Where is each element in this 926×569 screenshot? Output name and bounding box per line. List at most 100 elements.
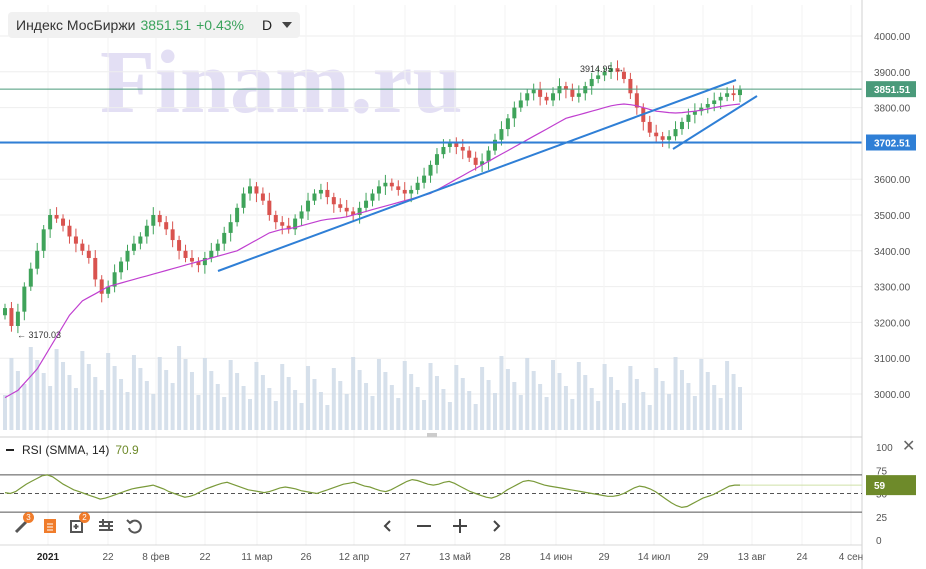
- volume-bar: [248, 399, 252, 430]
- candle-body: [647, 121, 652, 133]
- notes-button[interactable]: [36, 514, 64, 538]
- candle-body: [376, 186, 381, 194]
- candle-body: [344, 207, 349, 212]
- volume-bar: [538, 384, 543, 430]
- volume-bar: [138, 368, 143, 430]
- volume-bar: [654, 368, 659, 430]
- candle-body: [48, 215, 53, 230]
- candle-body: [3, 308, 7, 316]
- trendline-lower: [672, 95, 758, 150]
- interval-selector[interactable]: D: [262, 17, 273, 33]
- high-annotation: 3914.95 →: [580, 64, 624, 74]
- x-tick-label: 14 июл: [638, 552, 671, 563]
- volume-bar: [35, 360, 40, 430]
- scroll-left-button[interactable]: [374, 514, 402, 538]
- candle-body: [667, 136, 672, 140]
- volume-bar: [525, 358, 530, 430]
- chart-navigation: [374, 514, 510, 538]
- candle-body: [228, 222, 233, 233]
- volume-bar: [280, 364, 285, 430]
- volume-bar: [563, 386, 568, 430]
- x-tick-label: 22: [102, 552, 114, 563]
- candle-body: [273, 215, 278, 223]
- chevron-down-icon[interactable]: [282, 22, 293, 28]
- brush-icon: [14, 520, 28, 534]
- minus-icon[interactable]: [6, 449, 14, 451]
- candle-body: [370, 193, 375, 201]
- candle-body: [299, 211, 304, 219]
- volume-bar: [383, 372, 388, 430]
- volume-bar: [235, 373, 240, 430]
- volume-bar: [286, 377, 291, 430]
- y-tick-label: 3600.00: [874, 175, 911, 186]
- candle-body: [80, 243, 85, 251]
- volume-bar: [712, 385, 717, 430]
- volume-bar: [93, 377, 98, 430]
- volume-bar: [318, 392, 323, 430]
- volume-bar: [67, 375, 72, 430]
- candle-body: [621, 71, 626, 79]
- candle-body: [383, 182, 388, 187]
- volume-bar: [480, 367, 485, 430]
- volume-bar: [41, 373, 46, 430]
- volume-bar: [106, 353, 111, 430]
- candle-body: [389, 182, 394, 187]
- candle-body: [447, 143, 452, 147]
- volume-bar: [189, 372, 194, 430]
- volume-bar: [512, 382, 517, 430]
- add-indicator-button[interactable]: 2: [64, 512, 92, 538]
- rsi-label-box: [866, 475, 916, 496]
- volume-bar: [441, 389, 446, 430]
- settings-button[interactable]: [92, 514, 120, 538]
- volume-bar: [370, 396, 375, 430]
- plus-icon: [453, 519, 467, 533]
- volume-bar: [99, 390, 104, 430]
- candle-body: [157, 215, 162, 223]
- candle-body: [125, 250, 130, 262]
- trendline-upper: [217, 79, 737, 272]
- close-icon[interactable]: ✕: [902, 438, 916, 455]
- rsi-current-label: 59: [874, 481, 886, 492]
- symbol-header[interactable]: Индекс МосБиржи 3851.51 +0.43% D: [8, 12, 301, 38]
- volume-bar: [170, 383, 175, 430]
- brush-tool-button[interactable]: 3: [8, 512, 36, 538]
- chevron-right-icon: [493, 520, 501, 532]
- candle-body: [338, 204, 343, 208]
- volume-bar: [28, 347, 33, 430]
- volume-bar: [531, 371, 536, 430]
- candle-body: [660, 136, 665, 140]
- volume-bar: [576, 362, 581, 430]
- zoom-out-button[interactable]: [410, 514, 438, 538]
- rsi-header: RSI (SMMA, 14) 70.9: [6, 443, 139, 457]
- reset-button[interactable]: [120, 514, 148, 538]
- candle-body: [557, 86, 562, 94]
- zoom-in-button[interactable]: [446, 514, 474, 538]
- volume-bar: [73, 388, 78, 430]
- candle-body: [673, 129, 678, 137]
- volume-bar: [673, 357, 678, 430]
- volume-bar: [125, 392, 130, 430]
- x-tick-label: 12 апр: [339, 552, 370, 563]
- undo-icon: [126, 519, 142, 534]
- price-label: 3851.51: [874, 85, 911, 96]
- volume-bar: [615, 390, 620, 430]
- volume-bar: [738, 387, 742, 430]
- y-tick-label: 3100.00: [874, 354, 911, 365]
- candle-body: [131, 243, 136, 251]
- volume-bar: [80, 351, 85, 430]
- scroll-right-button[interactable]: [482, 514, 510, 538]
- volume-bar: [493, 393, 497, 430]
- volume-bar: [267, 388, 272, 430]
- candle-body: [119, 261, 124, 273]
- candle-body: [409, 189, 414, 194]
- candle-body: [480, 161, 485, 165]
- minus-icon: [417, 525, 431, 527]
- candle-body: [144, 225, 149, 237]
- drawing-toolbar: 3 2: [8, 512, 148, 538]
- candle-body: [434, 154, 439, 165]
- volume-bar: [467, 391, 472, 430]
- candle-body: [415, 182, 420, 190]
- candle-body: [731, 93, 736, 96]
- add-layer-icon: [70, 520, 83, 533]
- volume-bar: [583, 375, 588, 430]
